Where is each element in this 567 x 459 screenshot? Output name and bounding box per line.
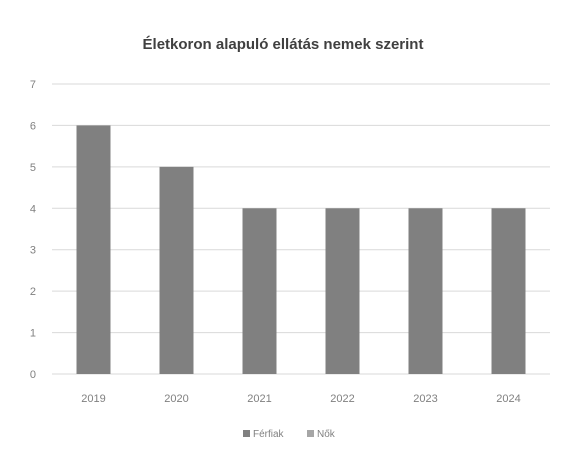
legend: Férfiak Nők xyxy=(243,429,336,440)
x-tick-label: 2024 xyxy=(496,393,520,405)
legend-swatch xyxy=(243,430,250,437)
legend-entry: Nők xyxy=(317,429,336,440)
x-tick-label: 2020 xyxy=(164,393,188,405)
x-tick-label: 2021 xyxy=(247,393,271,405)
y-tick-label: 6 xyxy=(30,120,36,132)
x-axis-tick-labels: 2019 2020 2021 2022 2023 2024 xyxy=(81,393,520,405)
y-tick-label: 1 xyxy=(30,328,36,340)
legend-entry: Férfiak xyxy=(253,429,285,440)
bar-2024 xyxy=(491,208,526,374)
y-tick-label: 2 xyxy=(30,286,36,298)
bar-2020 xyxy=(159,166,194,374)
y-tick-label: 0 xyxy=(30,369,36,381)
y-tick-label: 4 xyxy=(30,203,36,215)
y-tick-label: 5 xyxy=(30,162,36,174)
chart-title: Életkoron alapuló ellátás nemek szerint xyxy=(143,36,424,53)
x-tick-label: 2023 xyxy=(413,393,437,405)
bar-2019 xyxy=(76,125,111,374)
bars xyxy=(76,125,526,374)
bar-2022 xyxy=(325,208,360,374)
gridlines xyxy=(52,83,550,375)
bar-2021 xyxy=(242,208,277,374)
legend-swatch xyxy=(307,430,314,437)
y-axis-tick-labels: 0 1 2 3 4 5 6 7 xyxy=(30,79,36,381)
x-tick-label: 2019 xyxy=(81,393,105,405)
y-tick-label: 7 xyxy=(30,79,36,91)
x-tick-label: 2022 xyxy=(330,393,354,405)
bar-2023 xyxy=(408,208,443,374)
y-tick-label: 3 xyxy=(30,245,36,257)
